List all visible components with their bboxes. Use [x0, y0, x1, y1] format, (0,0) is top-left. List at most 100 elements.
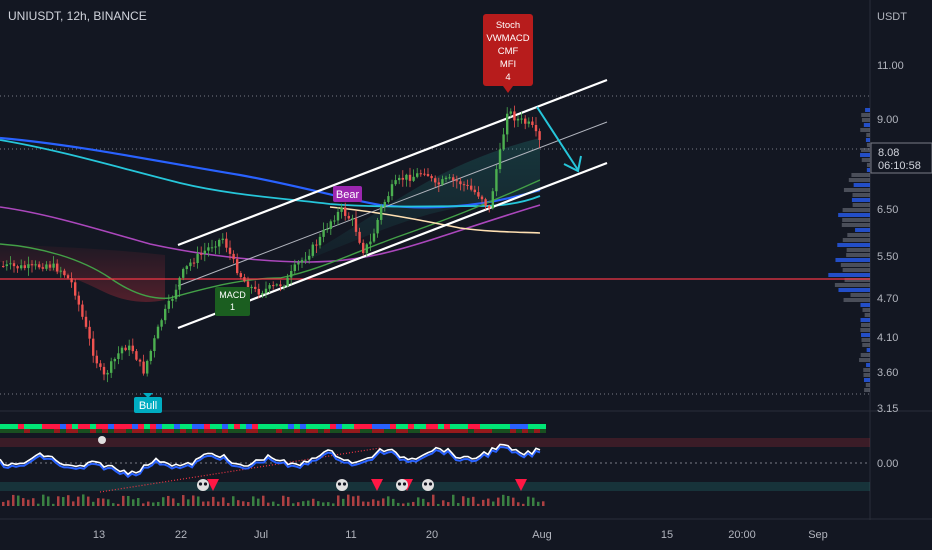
bull-label[interactable]: Bull — [134, 393, 162, 413]
time-tick-jul: Jul — [254, 529, 268, 541]
candle — [509, 108, 512, 118]
candle — [192, 257, 196, 267]
projection-arrow-line[interactable] — [536, 106, 579, 171]
candle — [329, 219, 332, 235]
candle — [297, 259, 300, 271]
candle — [138, 358, 142, 367]
candle — [232, 250, 235, 264]
candle — [344, 202, 347, 221]
candle — [358, 227, 361, 245]
candle — [74, 279, 77, 300]
candle — [434, 175, 437, 187]
candle — [390, 179, 394, 201]
bear-label[interactable]: Bear — [333, 186, 362, 202]
candle — [372, 228, 376, 243]
candle — [286, 273, 289, 288]
candle — [99, 360, 102, 371]
candle — [189, 258, 192, 271]
candle — [120, 345, 124, 360]
candle — [488, 204, 491, 213]
price-tick-360: 3.60 — [877, 367, 898, 379]
candle — [23, 260, 26, 271]
candle — [167, 294, 170, 314]
candle — [513, 105, 516, 128]
candle — [182, 267, 185, 281]
macd-label[interactable]: MACD 1 — [215, 287, 250, 316]
candle — [9, 256, 12, 270]
projection-arrow-head — [563, 155, 582, 173]
candle — [362, 239, 365, 256]
candle — [59, 266, 62, 278]
price-tick-1100: 11.00 — [877, 60, 904, 72]
candle — [538, 128, 541, 148]
candle — [524, 115, 527, 130]
candle — [495, 164, 498, 197]
volume-profile — [828, 108, 870, 392]
candle — [20, 259, 23, 271]
candle — [239, 270, 242, 280]
candle — [347, 212, 350, 221]
panda-marker — [336, 479, 348, 491]
candle — [250, 284, 253, 294]
candle — [210, 239, 214, 253]
candle — [322, 222, 325, 243]
candle — [412, 169, 415, 182]
ribbon-green-fill — [285, 138, 540, 268]
candle — [156, 324, 160, 340]
svg-text:Bull: Bull — [139, 400, 157, 412]
candle — [437, 177, 440, 193]
indicator-oscillator[interactable] — [0, 424, 870, 506]
candle — [282, 284, 286, 291]
candle — [405, 173, 408, 187]
candle — [394, 174, 397, 186]
candle — [174, 284, 178, 302]
channel-upper-line[interactable] — [177, 78, 608, 247]
div-line-2: CMF — [498, 46, 519, 57]
price-tick-470: 4.70 — [877, 293, 898, 305]
candle — [484, 197, 487, 210]
candle — [77, 291, 80, 312]
rocket-marker — [98, 436, 106, 444]
candle — [95, 350, 98, 369]
candle — [70, 272, 73, 288]
candle — [426, 168, 430, 178]
price-tick-650: 6.50 — [877, 204, 898, 216]
candle — [459, 177, 462, 191]
candle — [84, 310, 88, 329]
price-axis[interactable]: USDT 11.00 9.00 8.08 06:10:58 6.50 5.50 … — [870, 11, 932, 470]
div-line-0: Stoch — [496, 20, 520, 31]
divergence-top-label[interactable]: Stoch VWMACD CMF MFI 4 — [483, 14, 533, 93]
div-line-1: VWMACD — [486, 33, 529, 44]
time-tick-20: 20 — [426, 529, 438, 541]
candle — [430, 174, 433, 182]
candle — [480, 194, 484, 204]
bar-countdown: 06:10:58 — [878, 160, 921, 172]
ma-green-line — [0, 179, 541, 300]
candle — [498, 142, 502, 174]
current-price-box — [870, 142, 932, 174]
candle — [452, 174, 455, 188]
panda-marker — [197, 479, 209, 491]
candle — [5, 260, 8, 271]
candle — [477, 186, 480, 199]
time-tick-2000: 20:00 — [728, 529, 756, 541]
candle — [56, 259, 59, 275]
candle — [113, 357, 116, 370]
channel-mid-line[interactable] — [177, 121, 608, 287]
candle — [272, 281, 275, 290]
candle — [304, 252, 307, 264]
candle — [221, 233, 224, 244]
candle — [128, 339, 131, 357]
candles[interactable] — [2, 105, 541, 383]
candle — [254, 280, 257, 293]
symbol-title[interactable]: UNIUSDT, 12h, BINANCE — [8, 9, 147, 23]
price-tick-900: 9.00 — [877, 114, 898, 126]
candle — [164, 304, 167, 325]
div-line-3: MFI — [500, 59, 516, 70]
candle — [225, 232, 228, 253]
time-tick-22: 22 — [175, 529, 187, 541]
candle — [293, 259, 296, 274]
candle — [149, 349, 152, 365]
time-axis[interactable]: 13 22 Jul 11 20 Aug 15 20:00 Sep — [93, 529, 828, 541]
